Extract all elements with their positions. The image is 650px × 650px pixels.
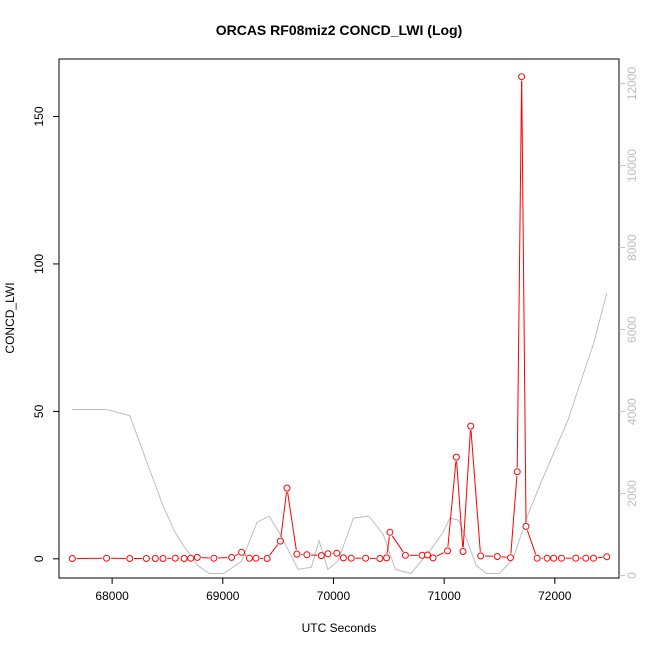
y2-tick-label: 12000 (625, 67, 639, 101)
series-primary-point (550, 554, 558, 562)
series-primary-point (193, 553, 201, 561)
series-primary-point (518, 73, 526, 81)
series-primary-point (533, 554, 541, 562)
series-primary-point (151, 555, 159, 562)
series-primary-point (283, 484, 291, 492)
series-primary-point (543, 554, 551, 562)
series-primary-point (386, 528, 394, 536)
series-primary-point (333, 549, 341, 557)
series-primary-segment (287, 492, 297, 551)
y2-tick-label: 6000 (625, 316, 639, 343)
series-primary-segment (501, 556, 507, 558)
series-primary-point (324, 550, 332, 558)
x-tick-label: 72000 (538, 589, 572, 603)
series-primary-point (362, 554, 370, 562)
series-primary-segment (510, 475, 518, 554)
x-tick-label: 69000 (206, 589, 240, 603)
series-primary-segment (462, 430, 471, 548)
series-primary-point (142, 555, 150, 562)
series-primary-segment (436, 552, 444, 557)
series-primary-point (293, 550, 301, 558)
series-primary-point (376, 555, 384, 562)
y2-tick-label: 4000 (625, 398, 639, 425)
series-primary-point (103, 554, 111, 562)
series-primary-point (467, 422, 475, 430)
series-primary-segment (470, 430, 481, 552)
series-primary-point (347, 554, 355, 562)
plot-frame (58, 58, 620, 579)
series-primary-point (68, 555, 76, 562)
y2-tick-label: 8000 (625, 234, 639, 261)
series-primary-point (401, 551, 409, 559)
series-primary-point (522, 522, 530, 530)
x-tick-label: 68000 (95, 589, 129, 603)
series-primary-segment (280, 492, 287, 538)
y-tick-label: 50 (32, 404, 46, 418)
series-primary-segment (521, 80, 527, 523)
series-primary-point (603, 553, 611, 561)
series-primary-point (572, 554, 580, 562)
series-primary-point (263, 555, 271, 562)
y2-tick-label: 0 (625, 572, 639, 579)
y-axis-label: CONCD_LWI (3, 282, 17, 353)
series-primary-point (582, 554, 590, 562)
series-primary-point (424, 551, 431, 559)
series-secondary-line (72, 292, 608, 575)
series-primary-segment (244, 554, 247, 557)
series-primary-point (238, 548, 246, 556)
series-primary-segment (456, 461, 464, 548)
series-primary-point (444, 547, 451, 555)
x-tick-label: 70000 (317, 589, 351, 603)
series-primary-segment (391, 535, 404, 553)
series-primary-segment (386, 536, 390, 554)
series-primary-point (159, 555, 167, 562)
series-primary-point (383, 554, 391, 562)
y2-axis: 0 2000 4000 6000 8000 10000 12000 (619, 67, 639, 579)
series-primary-point (459, 548, 467, 555)
series-primary-point (303, 551, 311, 559)
series-primary-point (477, 552, 485, 560)
y2-tick-label: 10000 (625, 149, 639, 183)
series-primary-point (187, 554, 195, 562)
series-primary-segment (235, 553, 239, 556)
series-primary-point (513, 468, 521, 476)
series-secondary (72, 292, 608, 575)
series-primary-point (558, 554, 565, 562)
series-primary-segment (447, 461, 457, 547)
y-tick-label: 100 (32, 254, 46, 274)
series-primary-point (429, 554, 437, 562)
series-primary-segment (597, 556, 603, 559)
series-primary-point (452, 453, 460, 461)
series-primary-point (252, 554, 260, 562)
series-primary-point (339, 554, 347, 562)
series-primary-point (507, 554, 514, 562)
series-primary-point (317, 552, 325, 560)
series-primary-point (276, 537, 284, 545)
series-primary-segment (269, 544, 279, 556)
series-primary-point (171, 554, 179, 562)
series-primary-point (590, 554, 597, 562)
series-primary-point (228, 553, 236, 561)
series-primary-point (180, 555, 188, 562)
series-primary-segment (516, 80, 523, 468)
y2-tick-label: 2000 (625, 480, 639, 507)
series-primary-point (493, 553, 501, 560)
y-axis: 0 50 100 150 (32, 106, 59, 562)
x-axis-label: UTC Seconds (302, 621, 377, 635)
y-tick-label: 0 (32, 555, 46, 562)
series-primary-point (245, 554, 253, 562)
chart-title: ORCAS RF08miz2 CONCD_LWI (Log) (216, 22, 463, 38)
series-primary (68, 73, 611, 562)
y-tick-label: 150 (32, 106, 46, 126)
series-primary-segment (526, 530, 537, 555)
series-primary-point (126, 555, 134, 562)
series-primary-point (210, 554, 218, 562)
x-axis: 68000 69000 70000 71000 72000 (95, 578, 572, 603)
x-tick-label: 71000 (427, 589, 461, 603)
